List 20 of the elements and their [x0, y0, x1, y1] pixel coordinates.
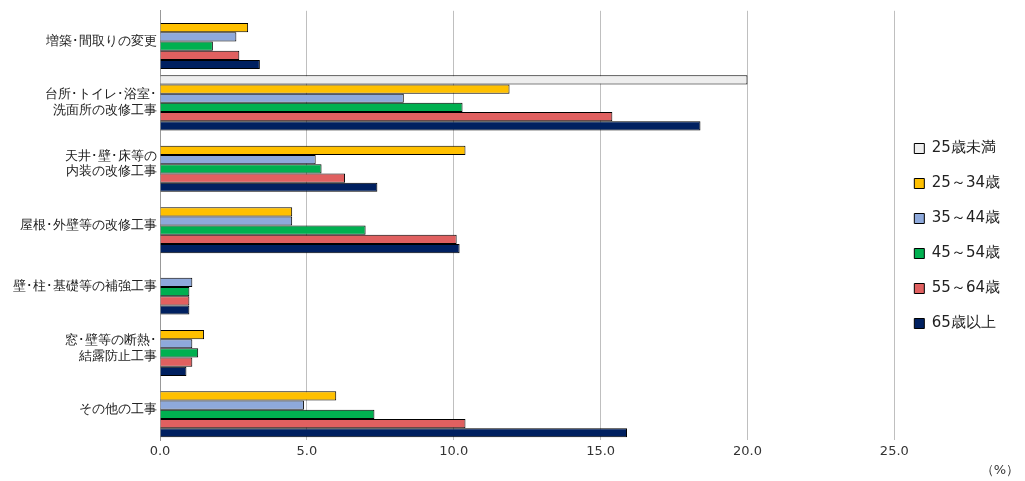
x-tick-label: 10.0: [439, 442, 469, 458]
y-tick-label: 天井･壁･床等の内装の改修工事: [65, 147, 157, 179]
y-tick-label: 屋根･外壁等の改修工事: [20, 216, 157, 232]
legend-label: 55～64歳: [931, 278, 1001, 297]
text: （%）: [980, 461, 1019, 479]
legend-label: 25～34歳: [931, 173, 1001, 192]
x-tick-label: 20.0: [732, 442, 762, 458]
x-tick-label: 5.0: [296, 442, 318, 458]
y-tick-label: 台所･トイレ･浴室･洗面所の改修工事: [45, 86, 157, 118]
legend-label: 45～54歳: [931, 243, 1001, 262]
legend-label: 35～44歳: [931, 208, 1001, 227]
x-tick-label: 25.0: [879, 442, 909, 458]
y-tick-label: 窓･壁等の断熱･結露防止工事: [65, 331, 157, 363]
legend-label: 25歳未満: [931, 138, 996, 157]
y-tick-label: その他の工事: [79, 401, 157, 417]
y-tick-label: 壁･柱･基礎等の補強工事: [13, 278, 157, 294]
y-tick-label: 増築･間取りの変更: [45, 32, 157, 48]
x-tick-label: 15.0: [586, 442, 616, 458]
x-tick-label: 0.0: [149, 442, 171, 458]
legend-label: 65歳以上: [931, 313, 996, 332]
